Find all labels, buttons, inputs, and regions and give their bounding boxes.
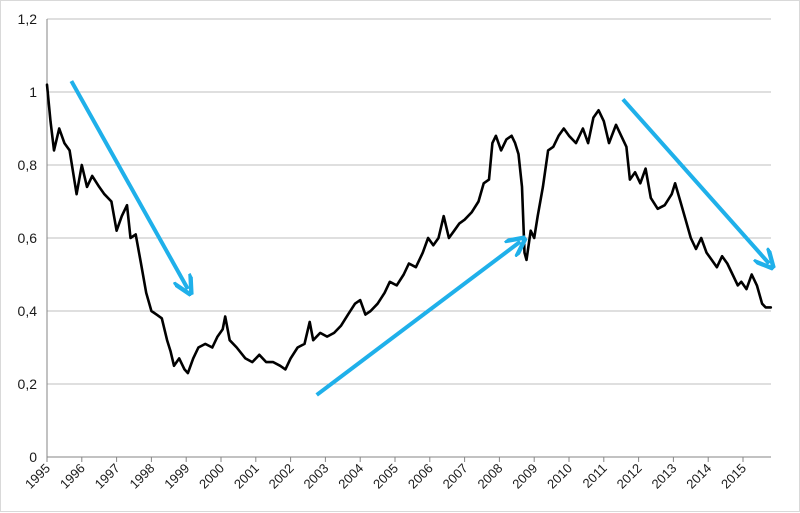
x-tick-label: 1996 — [57, 461, 88, 492]
y-tick-label: 0,4 — [18, 303, 38, 319]
x-tick-label: 2000 — [196, 461, 227, 492]
x-tick-label: 2002 — [266, 461, 297, 492]
x-tick-label: 2013 — [648, 461, 679, 492]
x-tick-label: 2010 — [544, 461, 575, 492]
x-tick-label: 1995 — [22, 461, 53, 492]
annotation-layer — [69, 80, 769, 397]
x-tick-label: 1997 — [92, 461, 123, 492]
series-layer — [45, 83, 773, 375]
axis-layer — [46, 19, 771, 462]
trend-arrow — [69, 80, 188, 289]
series-line — [45, 83, 773, 375]
x-tick-label: 2011 — [580, 461, 610, 491]
x-tick-label: 2007 — [440, 461, 471, 492]
x-tick-label: 2004 — [335, 461, 366, 492]
y-tick-label: 1,2 — [18, 11, 38, 27]
x-tick-labels: 1995 1996 1997 1998 1999 2000 2001 2002 2003 2004… — [22, 461, 749, 492]
x-tick-label: 2005 — [370, 461, 401, 492]
x-tick-label: 2012 — [614, 461, 645, 492]
x-tick-label: 1999 — [161, 461, 192, 492]
trend-arrow — [315, 242, 521, 397]
y-tick-label: 0,2 — [18, 376, 38, 392]
x-tick-label: 2006 — [405, 461, 436, 492]
y-tick-label: 1 — [29, 84, 37, 100]
x-tick-label: 2015 — [718, 461, 749, 492]
x-tick-label: 2014 — [683, 461, 714, 492]
y-tick-label: 0 — [29, 449, 37, 465]
x-tick-label: 2001 — [231, 461, 262, 492]
y-tick-label: 0,8 — [18, 157, 38, 173]
y-tick-labels: 0 0,2 0,4 0,6 0,8 1 1,2 — [18, 11, 38, 465]
x-tick-label: 1998 — [126, 461, 157, 492]
x-tick-label: 2003 — [300, 461, 331, 492]
x-tick-label: 2008 — [474, 461, 505, 492]
x-tick-label: 2009 — [509, 461, 540, 492]
grid-layer — [47, 18, 771, 385]
y-tick-label: 0,6 — [18, 230, 38, 246]
trend-arrow — [621, 97, 769, 263]
